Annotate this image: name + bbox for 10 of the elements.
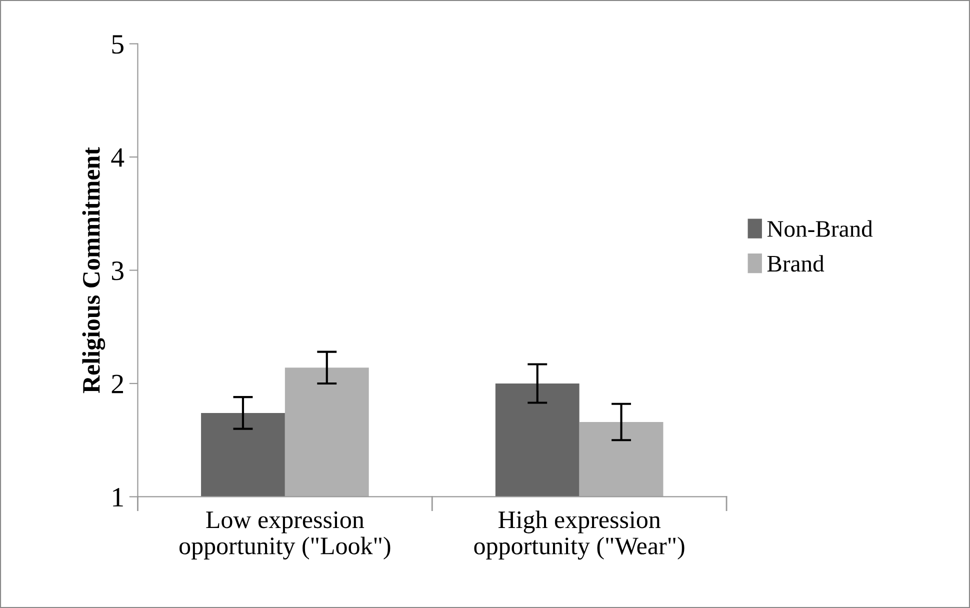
y-axis-title: Religious Commitment [82, 147, 106, 394]
x-tick-label: High expression opportunity ("Wear") [474, 510, 684, 560]
y-tick-label: 1 [113, 488, 123, 506]
y-tick-label: 2 [112, 374, 124, 394]
legend-label: Brand [767, 255, 824, 272]
y-tick-label: 5 [112, 35, 124, 54]
y-tick-label: 4 [111, 148, 124, 167]
x-tick-label: Low expression opportunity ("Look") [180, 511, 390, 560]
y-tick-label: 3 [112, 262, 124, 280]
legend-label: Non-Brand [767, 220, 873, 237]
